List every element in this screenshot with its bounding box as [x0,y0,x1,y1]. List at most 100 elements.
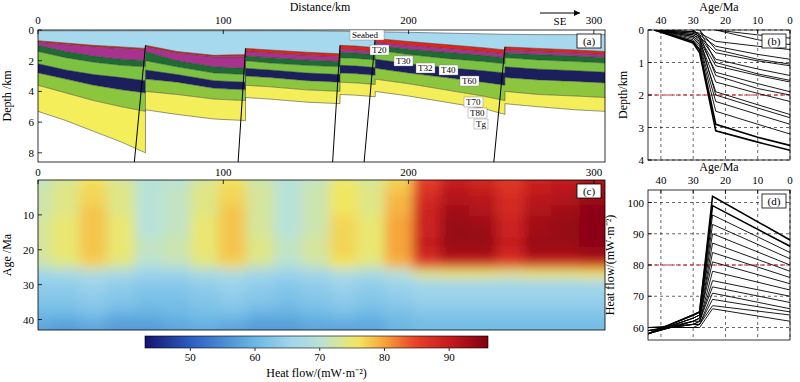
horizon-label: Tg [476,119,486,129]
heat-cell [357,216,386,227]
heat-cell [468,195,497,206]
heat-cell [413,321,442,330]
heat-cell [190,279,219,290]
heat-cell [496,216,525,227]
x-tick-label: 200 [400,166,417,178]
horizon-label: T32 [418,63,433,73]
heat-cell [496,206,525,217]
heat-cell [524,216,553,227]
heat-cell [468,216,497,227]
heat-cell [496,195,525,206]
horizon-label: Seabed [352,30,378,40]
heat-cell [218,268,247,279]
heat-cell [552,268,581,279]
y-tick-label: 0 [29,24,35,36]
heat-cell [246,268,275,279]
heat-cell [79,268,108,279]
y-tick-label: 8 [29,147,35,159]
line [648,281,790,331]
heat-cell [135,237,164,248]
reference-line [648,265,790,266]
horizon-label: T20 [372,45,387,55]
heat-cell [79,321,108,330]
line [648,293,790,331]
y-axis-title: Age /Ma [0,233,14,276]
x-tick-label: 300 [586,14,603,26]
heat-cell [274,195,303,206]
y-tick-label: 30 [23,279,35,291]
heat-cell [246,258,275,269]
heat-cell [524,206,553,217]
y-tick [648,202,652,203]
heat-cell [246,237,275,248]
heat-cell [552,216,581,227]
heat-cell [468,237,497,248]
line [654,30,790,134]
grid-line [648,95,790,96]
heat-cell [79,206,108,217]
heat-cell [246,321,275,330]
heat-cell [496,289,525,300]
heat-cell [246,185,275,196]
line [648,215,790,334]
fault [364,38,375,162]
heat-cell [468,279,497,290]
heat-cell [190,185,219,196]
y-tick [38,91,42,92]
y-axis-title: Depth/km [616,70,630,119]
heat-cell [246,227,275,238]
line [648,224,790,333]
x-tick [593,30,594,34]
heat-cell [552,185,581,196]
heat-cell [218,185,247,196]
heat-cell [579,268,605,279]
y-tick [38,60,42,61]
heat-cell [163,206,192,217]
heat-cell [135,279,164,290]
heat-cell [107,195,136,206]
x-tick [223,30,224,34]
heat-cell [302,195,331,206]
heat-cell [218,321,247,330]
line [648,306,790,328]
fault [238,48,245,162]
heat-cell [246,310,275,321]
x-tick [408,30,409,34]
x-tick [693,190,694,194]
heat-cell [441,185,470,196]
heat-cell [468,248,497,259]
heat-cell [413,237,442,248]
heat-cell [413,289,442,300]
x-tick [660,190,661,194]
heat-cell [552,248,581,259]
line [648,206,790,334]
heat-cell [524,300,553,311]
heat-cell [441,248,470,259]
heat-cell [579,216,605,227]
fault [333,45,340,162]
heat-cell [441,227,470,238]
heat-cell [385,268,414,279]
heat-cell [302,258,331,269]
line [648,271,790,330]
y-axis-title: Depth /km [0,70,14,122]
x-tick-label: 0 [787,174,793,186]
heat-cell [385,300,414,311]
colorbar-tick-label: 60 [250,351,262,363]
heat-cell [38,227,52,238]
plot-area [648,30,790,150]
heat-cell [302,289,331,300]
y-tick [38,214,42,215]
horizon-label-box [460,76,479,86]
heat-cell [357,185,386,196]
x-tick-label: 10 [752,14,764,26]
line [648,234,790,334]
heat-cell [302,206,331,217]
x-tick [757,190,758,194]
heat-cell [468,300,497,311]
y-tick-label: 90 [633,228,645,240]
heat-cell [107,258,136,269]
x-tick [408,180,409,184]
horizon-label: T60 [462,76,477,86]
heat-cell [79,195,108,206]
